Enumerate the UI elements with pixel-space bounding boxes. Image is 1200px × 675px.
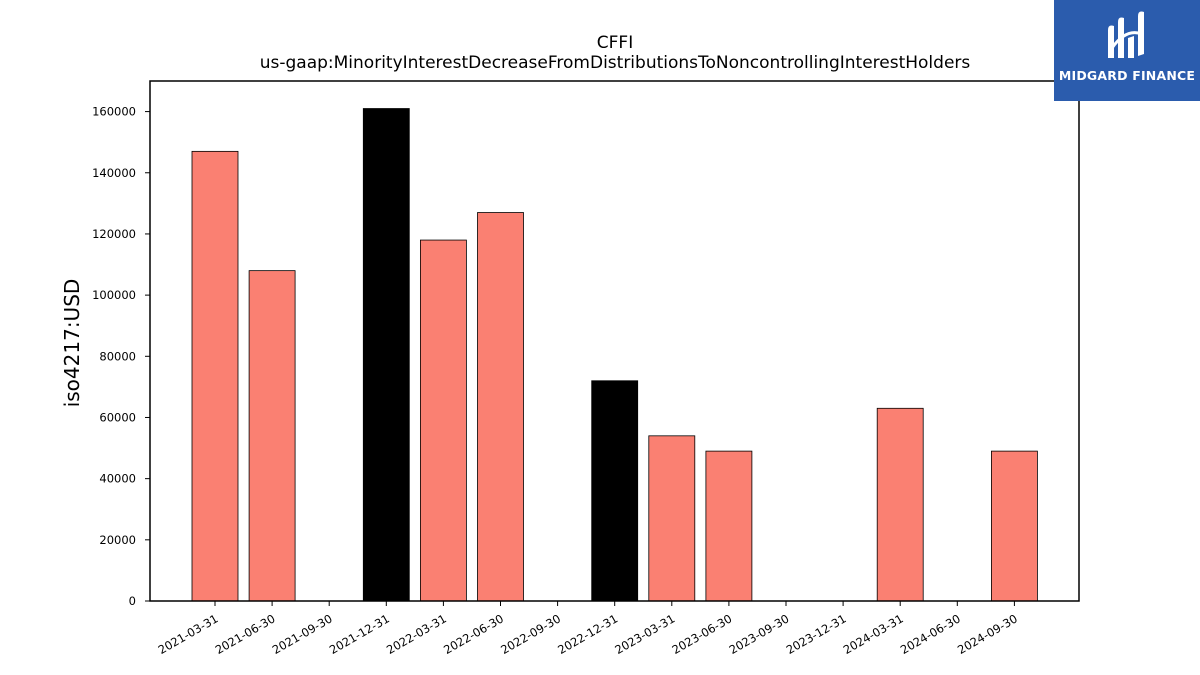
- y-axis-label: iso4217:USD: [60, 279, 84, 408]
- bars-layer: [191, 108, 1038, 602]
- x-tick-label: 2023-09-30: [727, 611, 792, 657]
- y-tick-label: 40000: [99, 472, 136, 486]
- x-tick-label: 2022-12-31: [555, 611, 620, 657]
- x-tick-label: 2023-06-30: [670, 611, 735, 657]
- x-tick-label: 2024-06-30: [898, 611, 963, 657]
- y-tick-label: 160000: [92, 105, 136, 119]
- bar-2021-03-31: [191, 150, 239, 602]
- x-tick-label: 2024-09-30: [955, 611, 1020, 657]
- bar-2022-12-31: [591, 380, 639, 602]
- x-tick-label: 2021-03-31: [156, 611, 221, 657]
- x-tick-label: 2023-03-31: [612, 611, 677, 657]
- x-tick-label: 2022-06-30: [441, 611, 506, 657]
- chart-subtitle: us-gaap:MinorityInterestDecreaseFromDist…: [260, 53, 971, 73]
- y-tick-label: 80000: [99, 349, 136, 363]
- x-tick-label: 2022-09-30: [498, 611, 563, 657]
- bar-2023-03-31: [648, 435, 696, 602]
- bar-2021-12-31: [362, 108, 410, 602]
- logo-text: MIDGARD FINANCE: [1058, 68, 1196, 83]
- y-tick-label: 60000: [99, 410, 136, 424]
- y-tick-label: 140000: [92, 166, 136, 180]
- x-tick-label: 2024-03-31: [841, 611, 906, 657]
- chart-title: CFFI: [597, 33, 633, 53]
- x-axis-ticks: 2021-03-312021-06-302021-09-302021-12-31…: [156, 601, 1020, 657]
- y-tick-label: 100000: [92, 288, 136, 302]
- logo-mark-icon: [1108, 11, 1144, 58]
- y-tick-label: 120000: [92, 227, 136, 241]
- bar-2024-09-30: [991, 450, 1038, 602]
- y-tick-label: 20000: [99, 533, 136, 547]
- x-tick-label: 2021-09-30: [270, 611, 335, 657]
- bar-2024-03-31: [876, 407, 924, 602]
- x-tick-label: 2023-12-31: [784, 611, 849, 657]
- y-tick-label: 0: [129, 594, 136, 608]
- bar-2023-06-30: [705, 450, 753, 602]
- x-tick-label: 2021-06-30: [213, 611, 278, 657]
- bar-2022-03-31: [419, 239, 467, 602]
- bar-2022-06-30: [477, 212, 524, 602]
- x-tick-label: 2021-12-31: [327, 611, 392, 657]
- bar-2021-06-30: [248, 270, 296, 602]
- logo: MIDGARD FINANCE: [1054, 0, 1200, 101]
- y-axis-ticks: 0 20000 40000 60000 80000 100000 120000 140000 1…: [92, 105, 150, 608]
- x-tick-label: 2022-03-31: [384, 611, 449, 657]
- plot-frame: [149, 80, 1080, 602]
